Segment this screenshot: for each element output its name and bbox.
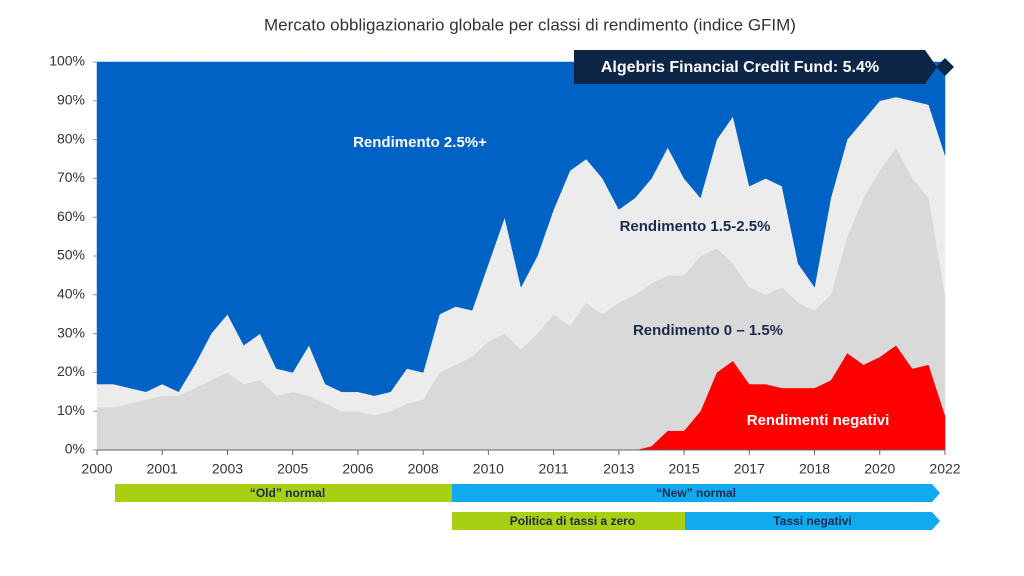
y-tick-label: 10%: [57, 402, 85, 418]
period-label: “Old” normal: [250, 486, 325, 500]
period-bar: [452, 484, 940, 502]
y-tick-label: 70%: [57, 169, 85, 185]
y-tick-label: 90%: [57, 92, 85, 108]
x-tick-label: 2000: [81, 461, 112, 477]
x-tick-label: 2001: [147, 461, 178, 477]
y-tick-label: 80%: [57, 130, 85, 146]
x-tick-label: 2020: [864, 461, 895, 477]
period-bar: [452, 512, 693, 530]
banner-text: Algebris Financial Credit Fund: 5.4%: [601, 59, 879, 76]
x-tick-label: 2005: [277, 461, 308, 477]
area-label: Rendimento 1.5-2.5%: [620, 218, 771, 235]
x-tick-label: 2010: [473, 461, 504, 477]
period-bar: [685, 512, 940, 530]
x-tick-label: 2011: [539, 461, 569, 477]
x-tick-label: 2018: [799, 461, 830, 477]
banner-marker: [936, 58, 954, 76]
y-tick-label: 50%: [57, 247, 85, 263]
x-tick-label: 2003: [212, 461, 243, 477]
area-label: Rendimento 2.5%+: [353, 134, 487, 151]
y-tick-label: 40%: [57, 286, 85, 302]
area-label: Rendimento 0 – 1.5%: [633, 322, 783, 339]
y-tick-label: 60%: [57, 208, 85, 224]
period-label: Tassi negativi: [773, 514, 851, 528]
area: [96, 61, 946, 396]
x-tick-label: 2022: [929, 461, 960, 477]
chart-title: Mercato obbligazionario globale per clas…: [264, 15, 796, 34]
x-tick-label: 2013: [603, 461, 634, 477]
y-tick-label: 30%: [57, 324, 85, 340]
x-tick-label: 2006: [342, 461, 373, 477]
y-tick-label: 0%: [65, 441, 85, 457]
x-tick-label: 2008: [408, 461, 439, 477]
period-label: Politica di tassi a zero: [510, 514, 635, 528]
period-bar: [115, 484, 460, 502]
y-tick-label: 20%: [57, 363, 85, 379]
x-tick-label: 2015: [668, 461, 699, 477]
period-label: “New” normal: [656, 486, 736, 500]
banner: [574, 50, 937, 84]
x-tick-label: 2017: [734, 461, 765, 477]
y-tick-label: 100%: [49, 53, 85, 69]
area-label: Rendimenti negativi: [747, 412, 890, 429]
